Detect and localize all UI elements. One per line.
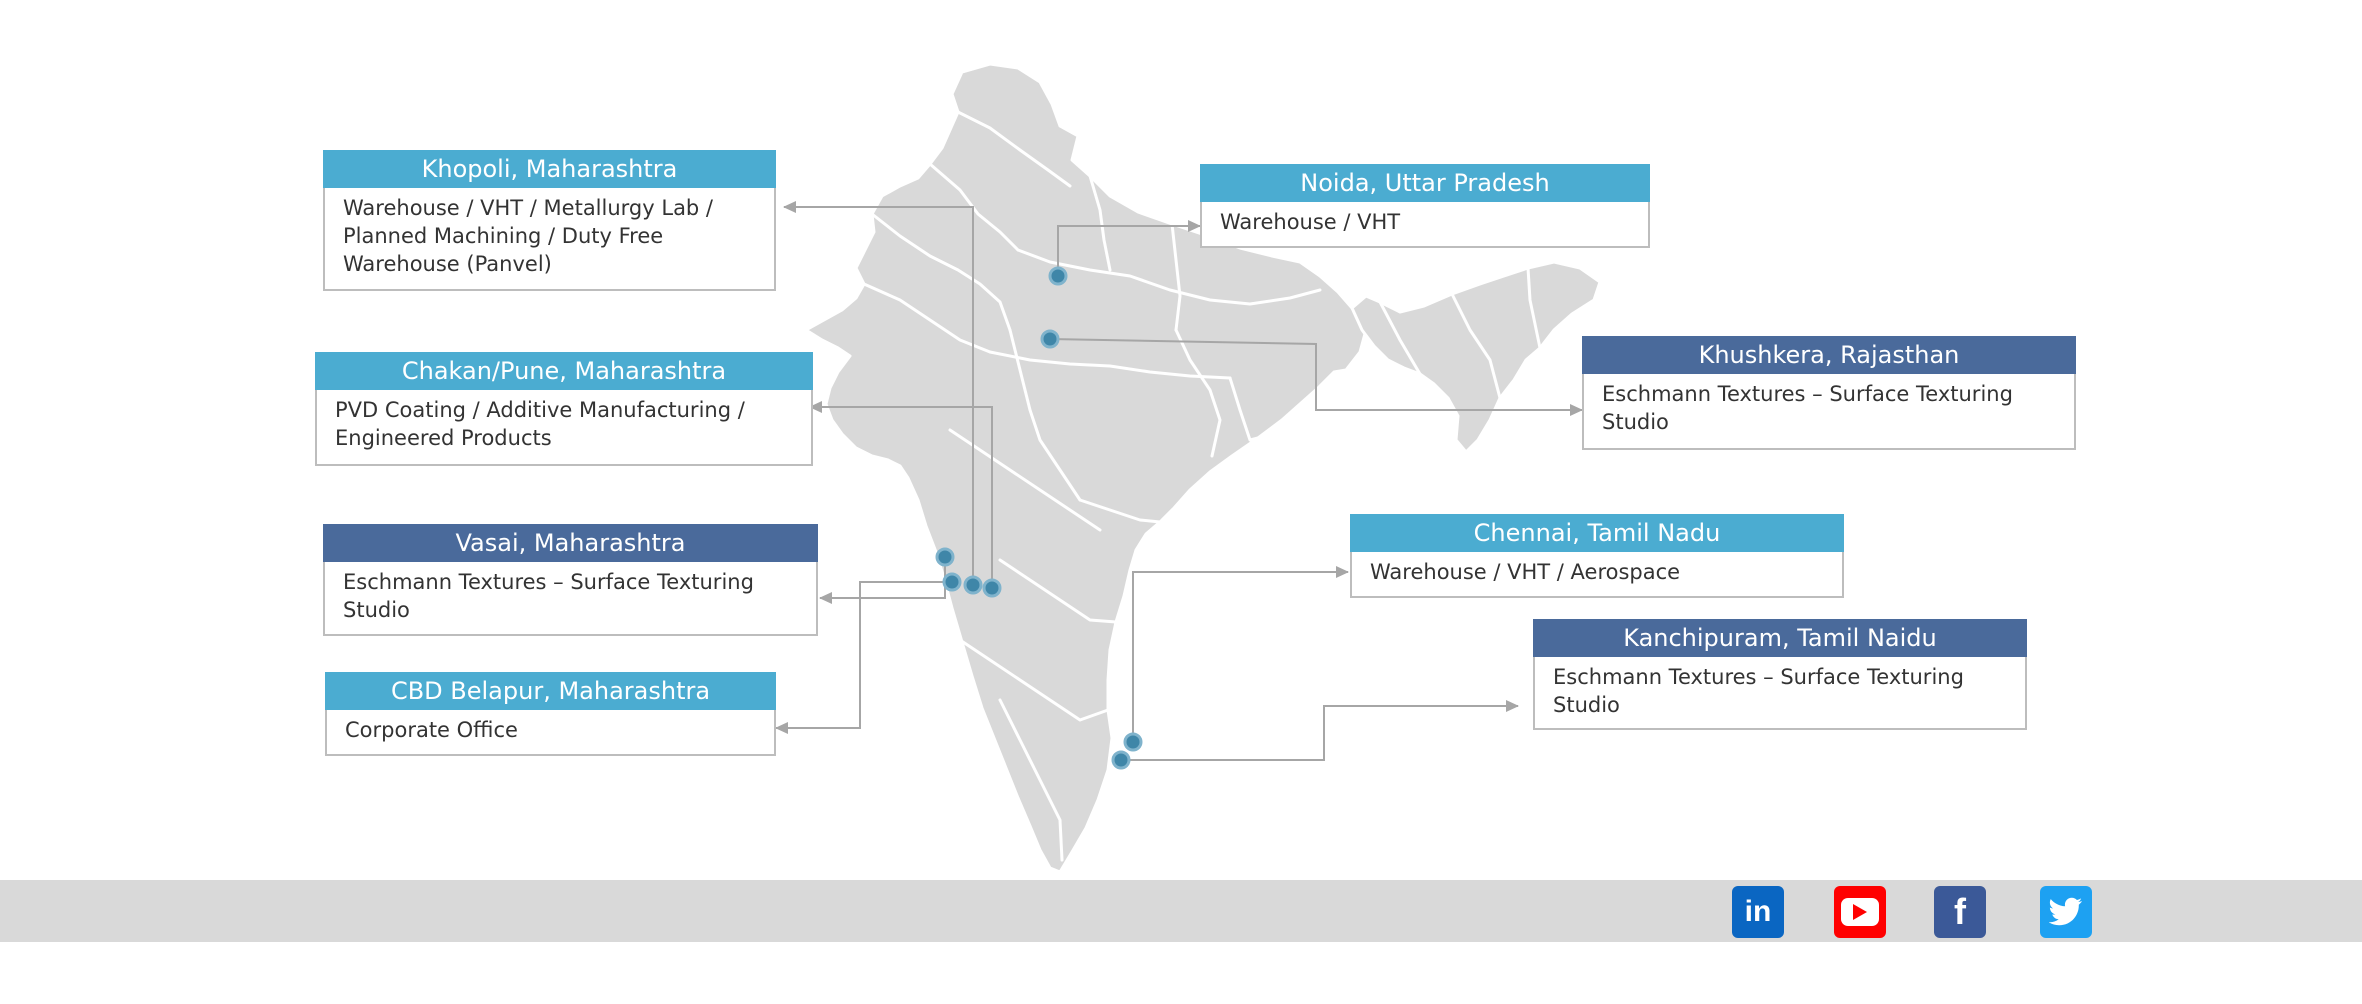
card-description: Warehouse / VHT / Metallurgy Lab / Plann… (323, 188, 776, 291)
connector-chakan (809, 401, 993, 588)
linkedin-glyph: in (1744, 895, 1772, 928)
india-mainland (804, 62, 1368, 874)
card-chakan: Chakan/Pune, Maharashtra PVD Coating / A… (315, 352, 813, 466)
connector-kanchipuram (1121, 700, 1519, 761)
card-vasai: Vasai, Maharashtra Eschmann Textures – S… (323, 524, 818, 636)
card-description: Corporate Office (325, 710, 776, 756)
marker-vasai (935, 547, 955, 567)
marker-chennai (1123, 732, 1143, 752)
card-khopoli: Khopoli, Maharashtra Warehouse / VHT / M… (323, 150, 776, 291)
facebook-icon[interactable]: f (1934, 886, 1986, 938)
card-description: Eschmann Textures – Surface Texturing St… (323, 562, 818, 636)
connectors (775, 201, 1583, 761)
marker-kanchipuram (1111, 750, 1131, 770)
card-title: Khushkera, Rajasthan (1582, 336, 2076, 374)
card-title: Chennai, Tamil Nadu (1350, 514, 1844, 552)
youtube-glyph (1841, 898, 1879, 926)
state-borders (862, 110, 1542, 862)
connector-noida (1057, 220, 1201, 276)
marker-chakan (982, 578, 1002, 598)
landmass (804, 62, 1602, 874)
facebook-glyph: f (1954, 891, 1966, 932)
card-title: Khopoli, Maharashtra (323, 150, 776, 188)
card-title: CBD Belapur, Maharashtra (325, 672, 776, 710)
card-description: PVD Coating / Additive Manufacturing / E… (315, 390, 813, 466)
card-kanchipuram: Kanchipuram, Tamil Naidu Eschmann Textur… (1533, 619, 2027, 730)
india-northeast (1350, 260, 1602, 454)
marker-belapur (942, 572, 962, 592)
connector-khopoli (783, 201, 974, 583)
twitter-icon[interactable] (2040, 886, 2092, 938)
card-noida: Noida, Uttar Pradesh Warehouse / VHT (1200, 164, 1650, 248)
card-chennai: Chennai, Tamil Nadu Warehouse / VHT / Ae… (1350, 514, 1844, 598)
linkedin-icon[interactable]: in (1732, 886, 1784, 938)
card-description: Warehouse / VHT (1200, 202, 1650, 248)
marker-khushkera (1040, 329, 1060, 349)
card-title: Vasai, Maharashtra (323, 524, 818, 562)
connector-khushkera (1049, 338, 1583, 416)
card-description: Eschmann Textures – Surface Texturing St… (1533, 657, 2027, 730)
marker-khopoli (963, 575, 983, 595)
youtube-icon[interactable] (1834, 886, 1886, 938)
card-khushkera: Khushkera, Rajasthan Eschmann Textures –… (1582, 336, 2076, 450)
card-description: Warehouse / VHT / Aerospace (1350, 552, 1844, 598)
card-description: Eschmann Textures – Surface Texturing St… (1582, 374, 2076, 450)
footer-bar (0, 880, 2362, 942)
card-title: Kanchipuram, Tamil Naidu (1533, 619, 2027, 657)
connector-chennai (1132, 566, 1349, 742)
connector-belapur (775, 581, 952, 734)
card-title: Noida, Uttar Pradesh (1200, 164, 1650, 202)
markers (935, 266, 1143, 770)
twitter-bird (2049, 897, 2082, 926)
marker-noida (1048, 266, 1068, 286)
card-title: Chakan/Pune, Maharashtra (315, 352, 813, 390)
connector-vasai (819, 557, 946, 604)
card-belapur: CBD Belapur, Maharashtra Corporate Offic… (325, 672, 776, 756)
